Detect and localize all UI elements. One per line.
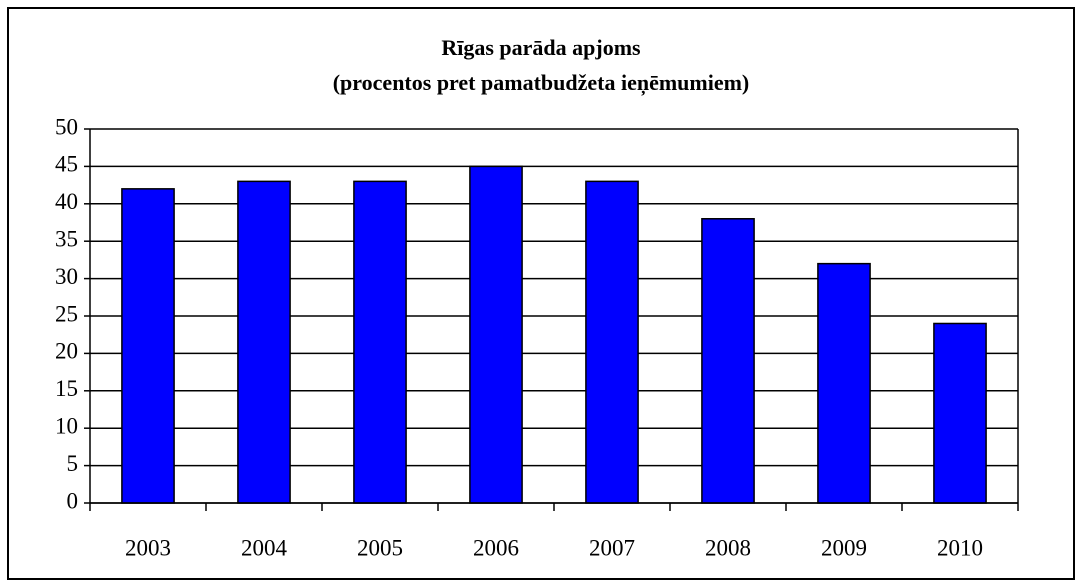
x-tick-label: 2005 [357,535,403,560]
x-tick-label: 2008 [705,535,751,560]
x-tick-label: 2009 [821,535,867,560]
bar [353,180,407,504]
y-tick-label: 10 [55,413,78,438]
x-tick-label: 2010 [937,535,983,560]
y-tick-label: 35 [55,226,78,251]
chart-title: Rīgas parāda apjoms [441,35,641,60]
bar [933,322,987,504]
y-tick-label: 20 [55,339,78,364]
y-tick-label: 45 [55,152,78,177]
chart-frame [7,7,1075,580]
bar [817,262,871,504]
bar [585,180,639,504]
x-tick-label: 2006 [473,535,519,560]
x-tick-label: 2003 [125,535,171,560]
y-tick-label: 15 [55,376,78,401]
y-tick-label: 50 [55,114,78,139]
y-tick-label: 25 [55,301,78,326]
y-tick-label: 40 [55,189,78,214]
bar [469,165,523,504]
bar [237,180,291,504]
chart-subtitle: (procentos pret pamatbudžeta ieņēmumiem) [333,70,750,96]
bar [701,218,755,504]
bar [121,188,175,504]
y-tick-label: 30 [55,264,78,289]
y-tick-label: 5 [67,451,79,476]
x-tick-label: 2004 [241,535,288,560]
y-tick-label: 0 [67,488,79,513]
x-tick-label: 2007 [589,535,635,560]
